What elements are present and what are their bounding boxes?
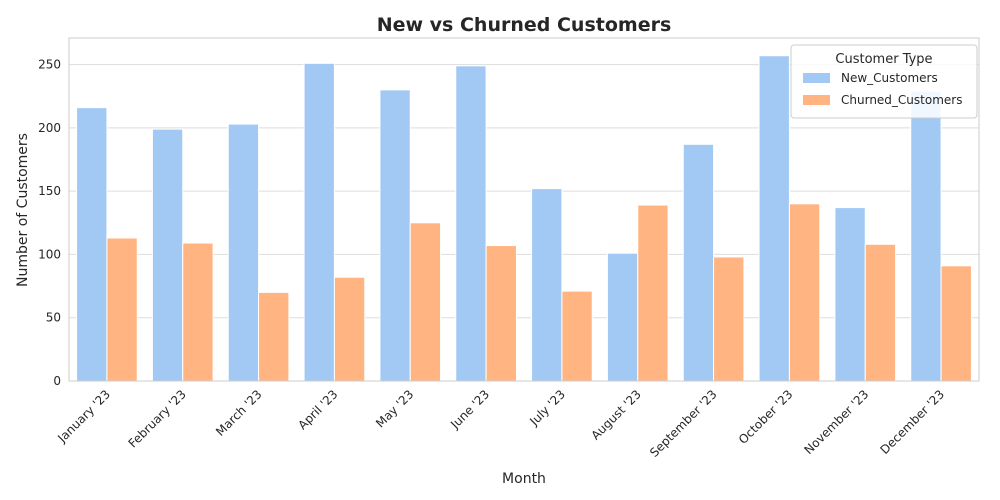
legend-swatch-new [803,73,830,83]
bar-new-customers [910,90,942,382]
x-tick-label: July '23 [526,387,568,429]
bar-churned-customers [637,204,669,382]
y-tick-label: 150 [38,184,61,198]
bar-new-customers [227,123,260,382]
bar-churned-customers [258,291,290,382]
x-tick-label: May '23 [373,387,416,430]
x-tick-label: March '23 [213,387,265,439]
bar-churned-customers [409,222,442,382]
y-tick-label: 250 [38,58,61,72]
bar-churned-customers [106,237,138,382]
x-tick-label: February '23 [126,387,189,450]
x-tick-label: September '23 [647,387,720,460]
x-tick-label: November '23 [802,387,872,457]
y-tick-label: 50 [46,311,61,325]
y-tick-label: 200 [38,121,61,135]
legend-box [790,44,978,119]
legend-label-new: New_Customers [841,71,938,85]
bars [76,55,972,382]
legend-label-churned: Churned_Customers [841,93,962,107]
bar-new-customers [606,252,639,382]
bar-new-customers [76,107,108,382]
x-tick-label: April '23 [295,387,340,432]
y-tick-label: 0 [53,374,61,388]
x-tick-label: June '23 [447,387,492,432]
y-axis-label: Number of Customers [15,133,31,287]
chart-title: New vs Churned Customers [377,14,672,36]
bar-new-customers [151,128,184,382]
x-axis-label: Month [502,471,546,487]
legend: Customer Type New_Customers Churned_Cust… [790,44,978,119]
bar-churned-customers [713,256,745,382]
bar-new-customers [758,55,790,382]
legend-swatch-churned [803,95,830,105]
x-tick-label: December '23 [877,387,947,457]
bar-new-customers [682,143,715,382]
bar-new-customers [834,207,866,382]
bar-churned-customers [940,265,972,382]
y-tick-label: 100 [38,247,61,261]
bar-new-customers [455,65,487,382]
bar-new-customers [531,188,563,382]
x-tick-label: October '23 [736,387,796,447]
bar-churned-customers [864,243,897,382]
x-tick-label: January '23 [54,387,113,446]
bar-churned-customers [333,276,366,382]
bar-churned-customers [182,242,214,382]
bar-churned-customers [561,290,593,382]
bar-new-customers [379,89,411,382]
plot-frame [68,37,980,382]
bar-new-customers [303,62,335,382]
bar-churned-customers [485,245,517,382]
x-tick-label: August '23 [588,387,643,442]
legend-title: Customer Type [835,52,932,67]
bar-churned-customers [788,203,821,382]
